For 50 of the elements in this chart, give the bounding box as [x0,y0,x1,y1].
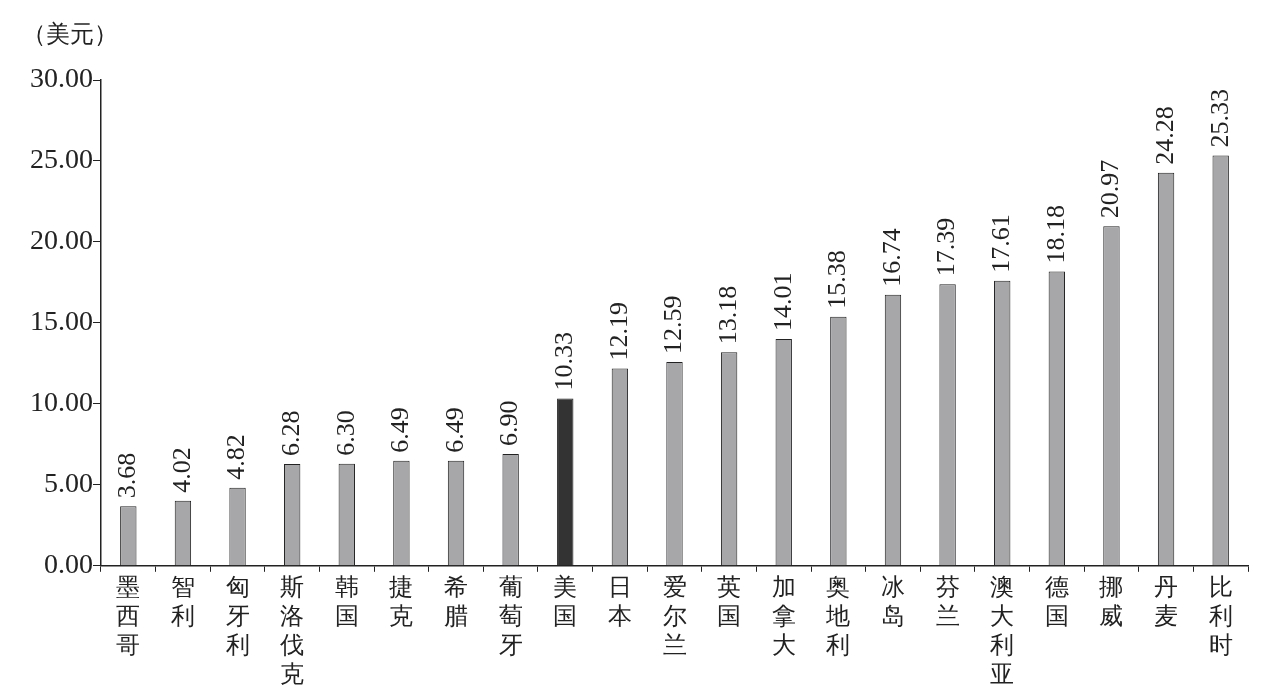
data-label: 17.61 [986,214,1016,273]
data-label: 12.59 [658,295,688,354]
data-label: 16.74 [876,228,906,287]
y-tick-label: 30.00 [30,62,93,94]
x-tick-label: 冰岛 [880,574,905,630]
x-tick-label: 丹麦 [1154,574,1179,630]
x-tick-label: 匈牙利 [225,574,250,659]
data-label: 15.38 [822,250,852,309]
data-label: 12.19 [603,301,633,361]
data-label: 6.49 [385,407,415,453]
x-tick-label: 芬兰 [935,574,960,630]
y-tick-label: 5.00 [44,467,93,499]
x-tick-label: 墨西哥 [116,574,141,659]
x-tick-label: 捷克 [389,574,414,630]
y-tick-label: 15.00 [30,305,93,337]
x-tick-label: 挪威 [1099,574,1124,630]
y-tick-label: 0.00 [44,548,93,580]
x-tick-label: 澳大利亚 [990,574,1015,687]
x-tick-label: 爱尔兰 [662,574,687,659]
y-tick-label: 25.00 [30,143,93,175]
x-tick-label: 智利 [170,574,195,630]
x-tick-label: 希腊 [444,574,469,630]
x-tick-label: 英国 [717,574,742,630]
data-label: 24.28 [1149,106,1179,165]
data-label: 10.33 [549,332,579,391]
x-tick-label: 奥地利 [825,574,851,659]
x-tick-label: 比利时 [1208,574,1233,659]
data-label: 6.28 [275,410,305,457]
data-label: 4.82 [221,434,251,480]
x-tick-label: 德国 [1044,574,1069,630]
y-tick-label: 10.00 [30,386,93,418]
y-axis-title: （美元） [22,21,118,48]
x-tick-label: 葡萄牙 [498,574,523,659]
data-label: 17.39 [931,217,961,277]
x-tick-label: 斯洛伐克 [280,574,305,687]
data-label: 6.49 [439,407,469,453]
data-label: 20.97 [1095,159,1125,219]
x-tick-label: 日本 [607,574,632,630]
x-tick-label: 韩国 [334,574,359,630]
data-label: 6.90 [494,400,524,447]
data-label: 3.68 [112,452,142,499]
x-tick-label: 加拿大 [771,574,796,659]
data-label: 25.33 [1204,89,1234,148]
data-label: 6.30 [330,410,360,456]
data-label: 14.01 [767,272,797,331]
data-label: 4.02 [166,447,196,493]
data-label: 13.18 [712,285,742,345]
y-tick-label: 20.00 [30,224,93,256]
data-label: 18.18 [1040,204,1070,264]
x-tick-label: 美国 [553,574,578,630]
